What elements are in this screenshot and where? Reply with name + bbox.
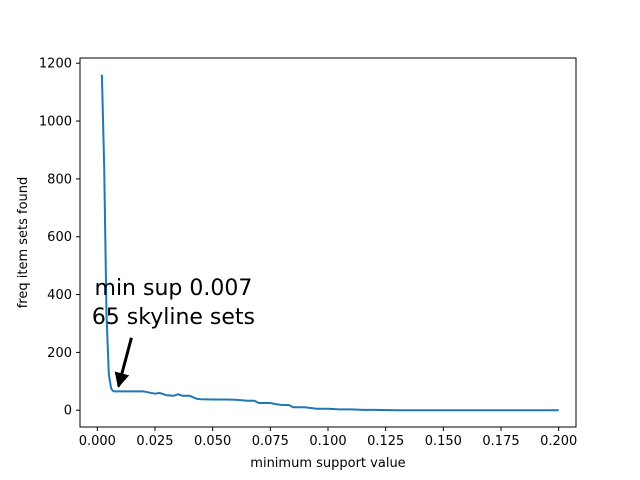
annotation-layer: min sup 0.007 65 skyline sets	[92, 276, 255, 388]
annotation-line2: 65 skyline sets	[92, 305, 255, 330]
x-tick-label: 0.000	[79, 434, 116, 449]
series-layer	[100, 74, 559, 412]
y-axis-label: freq item sets found	[16, 177, 31, 309]
annotation-line1: min sup 0.007	[95, 276, 253, 301]
ticks-layer: 0.000 0.025 0.050 0.075 0.100 0.125 0.150 0.175…	[39, 57, 577, 449]
plot-frame	[79, 57, 577, 428]
y-tick-label: 400	[47, 288, 72, 303]
y-tick-label: 200	[47, 346, 72, 361]
x-tick-label: 0.175	[482, 434, 519, 449]
x-tick-label: 0.200	[540, 434, 577, 449]
y-tick-label: 0	[64, 404, 72, 419]
x-axis-label: minimum support value	[250, 456, 405, 471]
x-tick-label: 0.025	[136, 434, 173, 449]
annotation-arrow	[114, 337, 133, 388]
x-tick-label: 0.150	[425, 434, 462, 449]
x-tick-label: 0.100	[309, 434, 346, 449]
series-line-0	[100, 74, 559, 412]
y-tick-label: 800	[47, 172, 72, 187]
plot-area	[80, 58, 576, 427]
x-tick-label: 0.125	[367, 434, 404, 449]
y-tick-label: 1000	[39, 115, 72, 130]
x-tick-label: 0.075	[252, 434, 289, 449]
x-tick-label: 0.050	[194, 434, 231, 449]
y-tick-label: 1200	[39, 57, 72, 72]
y-tick-label: 600	[47, 230, 72, 245]
